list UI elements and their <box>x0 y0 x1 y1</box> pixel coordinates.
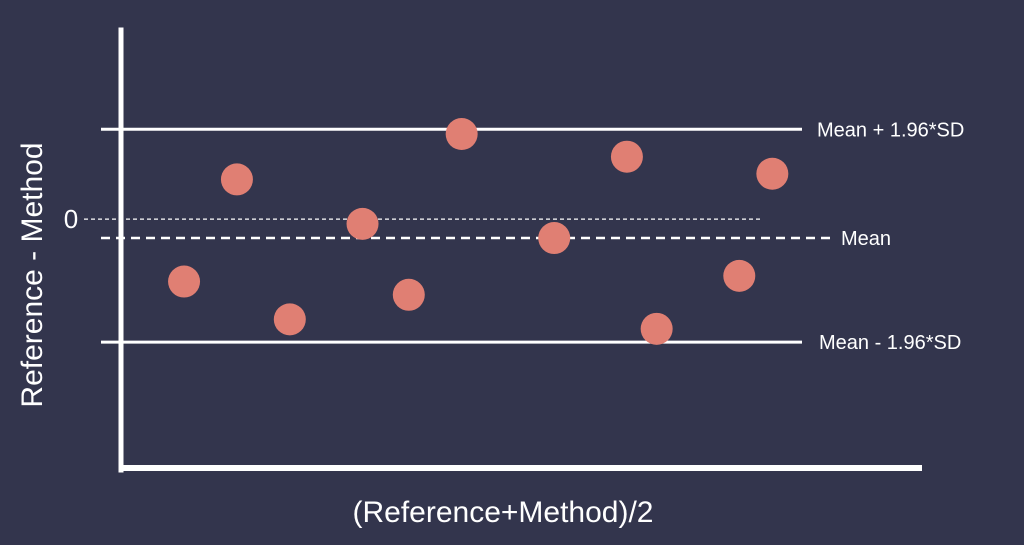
data-point-5 <box>392 278 425 311</box>
upper-reference-label: Mean + 1.96*SD <box>817 119 964 141</box>
data-point-4 <box>346 207 379 240</box>
data-point-7 <box>538 222 571 255</box>
y-axis-label: Reference - Method <box>16 142 49 407</box>
data-point-9 <box>640 312 673 345</box>
x-axis-label: (Reference+Method)/2 <box>353 496 654 529</box>
data-point-6 <box>445 118 478 151</box>
data-point-3 <box>273 303 306 336</box>
lower-reference-label: Mean - 1.96*SD <box>819 332 961 354</box>
data-point-2 <box>220 163 253 196</box>
mean-reference-label: Mean <box>841 228 891 250</box>
data-points <box>168 118 789 345</box>
reference-lines: Mean + 1.96*SD Mean Mean - 1.96*SD <box>84 119 964 354</box>
data-point-8 <box>610 140 643 173</box>
data-point-11 <box>756 157 789 190</box>
data-point-1 <box>168 265 201 298</box>
data-point-10 <box>723 259 756 292</box>
y-zero-tick-label: 0 <box>64 204 78 234</box>
